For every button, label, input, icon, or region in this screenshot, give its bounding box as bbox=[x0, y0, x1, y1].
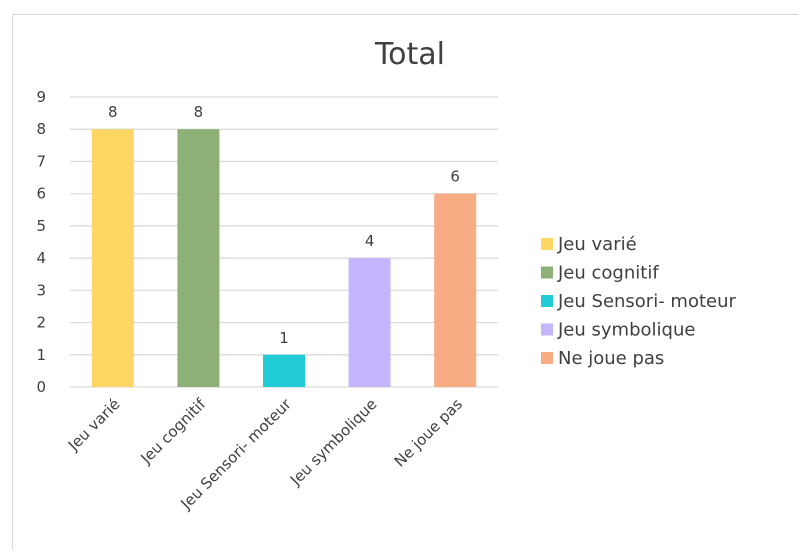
legend-label: Jeu symbolique bbox=[557, 320, 695, 341]
y-tick-label: 3 bbox=[36, 281, 46, 299]
bar bbox=[263, 354, 305, 387]
legend-label: Jeu Sensori- moteur bbox=[557, 291, 737, 312]
x-tick-label: Jeu symbolique bbox=[286, 395, 380, 489]
legend-label: Ne joue pas bbox=[558, 348, 664, 369]
data-label: 6 bbox=[450, 168, 460, 186]
bar bbox=[434, 193, 477, 387]
legend-swatch bbox=[541, 238, 553, 250]
x-tick-label: Jeu cognitif bbox=[136, 395, 209, 468]
data-label: 8 bbox=[108, 103, 118, 121]
chart-title: Total bbox=[374, 37, 445, 72]
legend-label: Jeu cognitif bbox=[557, 263, 659, 284]
bar bbox=[91, 129, 134, 387]
y-tick-label: 7 bbox=[36, 152, 46, 170]
y-axis-ticks: 0 1 2 3 4 5 6 7 8 9 bbox=[36, 88, 46, 396]
data-label: 4 bbox=[365, 232, 375, 250]
legend: Jeu varié Jeu cognitif Jeu Sensori- moteur… bbox=[541, 234, 737, 369]
y-tick-label: 0 bbox=[36, 378, 46, 396]
data-labels: 8 8 1 4 6 bbox=[108, 103, 460, 347]
y-tick-label: 9 bbox=[36, 88, 46, 106]
y-tick-label: 5 bbox=[36, 217, 46, 235]
x-tick-label: Jeu varié bbox=[64, 395, 124, 455]
bars bbox=[91, 129, 477, 387]
y-tick-label: 8 bbox=[36, 120, 46, 138]
legend-swatch bbox=[541, 266, 553, 279]
y-tick-label: 1 bbox=[36, 346, 46, 364]
legend-swatch bbox=[541, 323, 553, 336]
data-label: 1 bbox=[279, 329, 289, 347]
bar bbox=[348, 258, 391, 387]
bar bbox=[177, 129, 220, 387]
x-tick-label: Ne joue pas bbox=[391, 395, 467, 471]
legend-swatch bbox=[541, 352, 553, 364]
legend-swatch bbox=[541, 295, 553, 307]
legend-label: Jeu varié bbox=[557, 234, 637, 255]
y-tick-label: 2 bbox=[36, 314, 46, 332]
data-label: 8 bbox=[194, 103, 204, 121]
y-tick-label: 4 bbox=[36, 249, 46, 267]
chart-frame bbox=[12, 14, 798, 550]
y-tick-label: 6 bbox=[36, 185, 46, 203]
